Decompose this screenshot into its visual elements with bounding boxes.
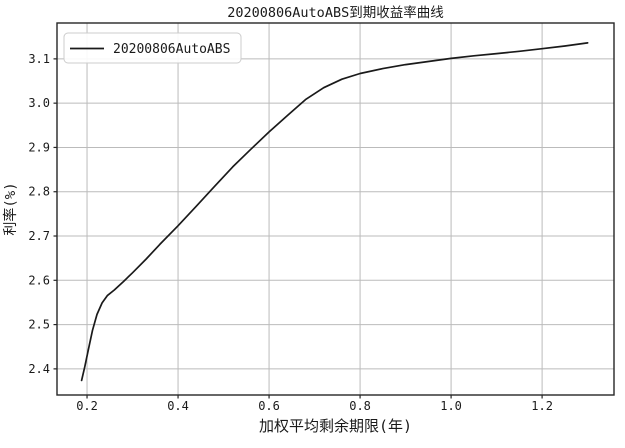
y-tick-label: 2.6 [28, 273, 50, 287]
x-tick-label: 0.4 [167, 399, 189, 413]
y-tick-label: 2.4 [28, 362, 50, 376]
chart-title: 20200806AutoABS到期收益率曲线 [227, 4, 443, 21]
x-tick-label: 0.8 [349, 399, 371, 413]
x-tick-label: 1.2 [531, 399, 553, 413]
y-tick-label: 2.5 [28, 318, 50, 332]
y-axis-label: 利率(%) [2, 182, 19, 235]
y-tick-label: 3.0 [28, 96, 50, 110]
x-axis-label: 加权平均剩余期限(年) [259, 417, 412, 435]
axis-ticks [53, 58, 543, 399]
series-lines [80, 42, 589, 382]
legend-box [63, 32, 242, 64]
y-tick-label: 2.7 [28, 229, 50, 243]
x-tick-label: 1.0 [440, 399, 462, 413]
x-tick-label: 0.2 [76, 399, 98, 413]
plot-border-spines [56, 22, 615, 396]
y-tick-label: 3.1 [28, 52, 50, 66]
yield-curve-line [80, 42, 589, 382]
legend-label: 20200806AutoABS [113, 42, 230, 57]
axis-tick-labels: 0.2 0.4 0.6 0.8 1.0 1.2 2.4 2.5 2.6 2.7 2.8 2.9 3.0 3… [28, 52, 553, 413]
x-tick-label: 0.6 [258, 399, 280, 413]
y-tick-label: 2.8 [28, 185, 50, 199]
y-tick-label: 2.9 [28, 140, 50, 154]
legend: 20200806AutoABS [63, 32, 242, 64]
gridlines [57, 23, 614, 395]
